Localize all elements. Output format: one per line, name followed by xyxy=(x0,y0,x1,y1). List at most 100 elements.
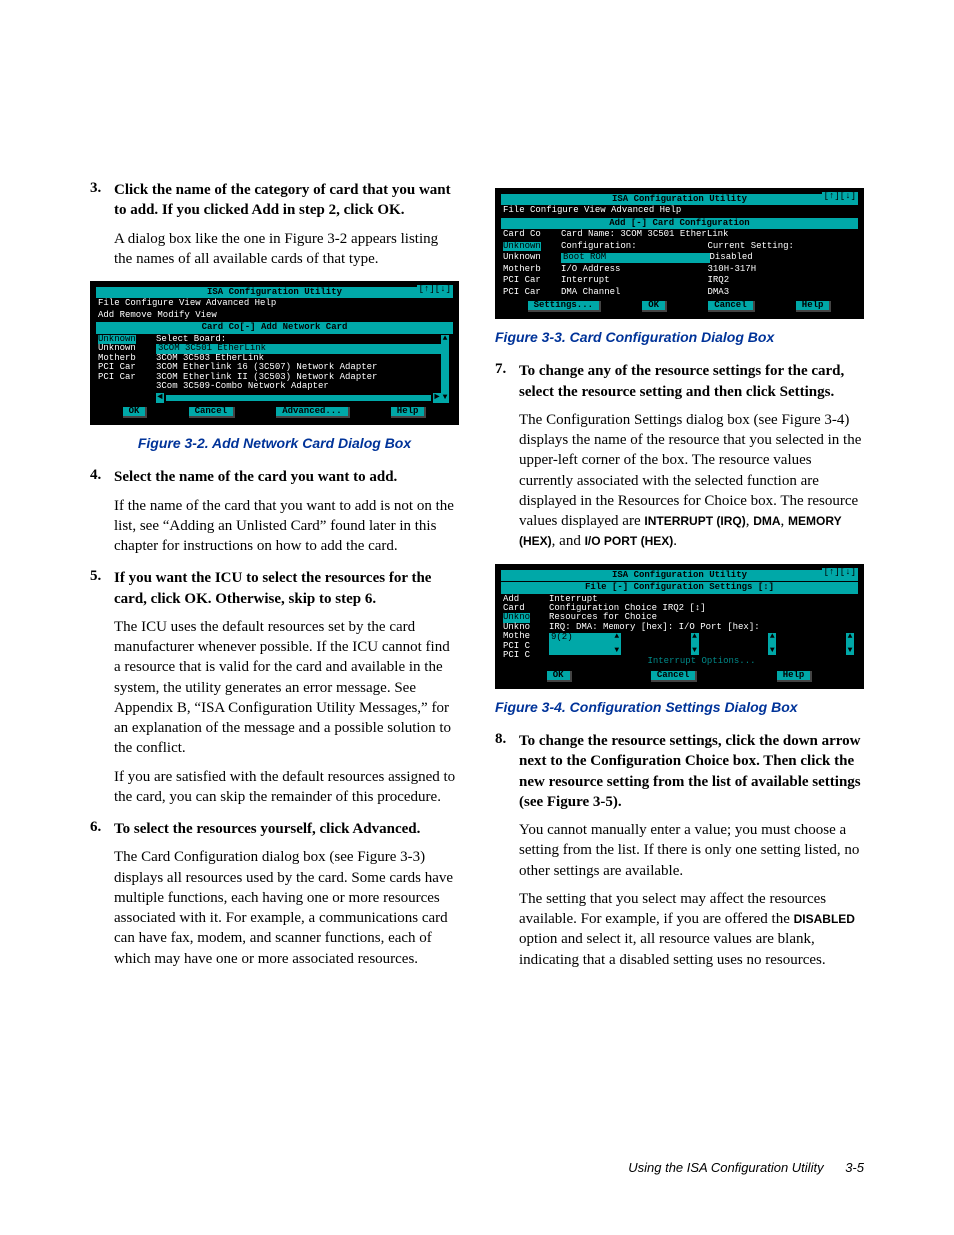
step-para: The Card Configuration dialog box (see F… xyxy=(114,847,459,969)
dos-dialog-title: File [-] Configuration Settings [↕] xyxy=(501,582,858,593)
settings-button[interactable]: Settings... xyxy=(528,301,601,312)
irq-value[interactable]: 9(2) xyxy=(549,633,613,655)
setting-value: 310H-317H xyxy=(708,265,855,274)
ok-button[interactable]: OK xyxy=(123,407,148,418)
config-item[interactable]: I/O Address xyxy=(561,265,708,274)
para-text: The Configuration Settings dialog box (s… xyxy=(519,412,861,529)
advanced-button[interactable]: Advanced... xyxy=(276,407,349,418)
dos-menubar: File Configure View Advanced Help xyxy=(96,298,453,309)
col-header: Configuration: xyxy=(561,242,708,251)
window-controls: [↑][↓] xyxy=(822,568,858,577)
figure-3-4-caption: Figure 3-4. Configuration Settings Dialo… xyxy=(495,699,864,715)
step-para: The Configuration Settings dialog box (s… xyxy=(519,410,864,552)
step-para: A dialog box like the one in Figure 3-2 … xyxy=(114,229,459,270)
sidebar-item: Motherb xyxy=(501,264,557,275)
step-number: 6. xyxy=(90,819,114,969)
figure-3-3-screenshot: [↑][↓] ISA Configuration Utility File Co… xyxy=(495,188,864,319)
window-controls: [↑][↓] xyxy=(417,285,453,294)
v-scrollbar[interactable]: ▲▼ xyxy=(441,335,449,403)
h-scrollbar[interactable]: ◄► xyxy=(156,393,441,402)
page: 3. Click the name of the category of car… xyxy=(0,0,954,1235)
step-bold: To change the resource settings, click t… xyxy=(519,733,861,810)
list-item[interactable]: 3Com 3C509-Combo Network Adapter xyxy=(156,382,441,391)
option-name: DISABLED xyxy=(794,912,855,926)
config-item[interactable]: Boot ROM xyxy=(561,253,710,262)
figure-3-2-caption: Figure 3-2. Add Network Card Dialog Box xyxy=(90,435,459,451)
interrupt-options-button[interactable]: Interrupt Options... xyxy=(549,657,854,666)
dos-buttons: OK Cancel Help xyxy=(501,668,858,683)
field-headers: IRQ: DMA: Memory [hex]: I/O Port [hex]: xyxy=(549,623,854,632)
resource-name: INTERRUPT (IRQ) xyxy=(644,514,745,528)
step-number: 8. xyxy=(495,731,519,970)
dos-body: Add Card Unkno Unkno Mothe PCI C PCI C I… xyxy=(501,594,858,668)
footer-text: Using the ISA Configuration Utility xyxy=(628,1160,823,1175)
figure-3-3-caption: Figure 3-3. Card Configuration Dialog Bo… xyxy=(495,329,864,345)
sidebar-item: PCI C xyxy=(503,651,543,660)
two-column-layout: 3. Click the name of the category of car… xyxy=(90,180,864,982)
resource-name: DMA xyxy=(753,514,780,528)
figure-3-4-screenshot: [↑][↓] ISA Configuration Utility File [-… xyxy=(495,564,864,690)
resource-lists: 9(2) ▲▼ ▲▼ ▲▼ ▲▼ xyxy=(549,633,854,655)
dos-list-panel: Select Board: 3COM 3C501 EtherLink 3COM … xyxy=(152,334,453,404)
step-bold: Select the name of the card you want to … xyxy=(114,469,397,485)
step-number: 7. xyxy=(495,361,519,551)
dos-sidebar: Unknown Unknown Motherb PCI Car PCI Car xyxy=(96,334,152,404)
window-controls: [↑][↓] xyxy=(822,192,858,201)
step-7: 7. To change any of the resource setting… xyxy=(495,361,864,551)
config-item[interactable]: Interrupt xyxy=(561,276,708,285)
config-item[interactable]: DMA Channel xyxy=(561,288,708,297)
v-scrollbar[interactable]: ▲▼ xyxy=(613,633,621,655)
sidebar-item: Unknown xyxy=(503,242,541,251)
step-bold: To change any of the resource settings f… xyxy=(519,363,844,399)
step-para: The ICU uses the default resources set b… xyxy=(114,617,459,759)
dos-buttons: Settings... OK Cancel Help xyxy=(501,298,858,313)
step-number: 3. xyxy=(90,180,114,269)
ok-button[interactable]: OK xyxy=(642,301,667,312)
v-scrollbar[interactable]: ▲▼ xyxy=(691,633,699,655)
step-body: Select the name of the card you want to … xyxy=(114,467,459,556)
dos-dialog-title: Add [-] Card Configuration xyxy=(501,218,858,229)
step-body: To change the resource settings, click t… xyxy=(519,731,864,970)
help-button[interactable]: Help xyxy=(777,671,813,682)
help-button[interactable]: Help xyxy=(391,407,427,418)
dos-titlebar: ISA Configuration Utility xyxy=(501,194,858,205)
step-para: If the name of the card that you want to… xyxy=(114,496,459,557)
para-text: option and select it, all resource value… xyxy=(519,931,826,967)
step-body: Click the name of the category of card t… xyxy=(114,180,459,269)
resource-name: I/O PORT (HEX) xyxy=(585,534,674,548)
step-body: To change any of the resource settings f… xyxy=(519,361,864,551)
page-footer: Using the ISA Configuration Utility 3-5 xyxy=(628,1160,864,1175)
dos-body: Card CoCard Name: 3COM 3C501 EtherLink U… xyxy=(501,229,858,298)
ok-button[interactable]: OK xyxy=(547,671,572,682)
step-para: If you are satisfied with the default re… xyxy=(114,767,459,808)
v-scrollbar[interactable]: ▲▼ xyxy=(846,633,854,655)
cancel-button[interactable]: Cancel xyxy=(651,671,697,682)
sidebar-item: PCI Car xyxy=(501,275,557,286)
step-number: 4. xyxy=(90,467,114,556)
dos-sidebar: Add Card Unkno Unkno Mothe PCI C PCI C xyxy=(501,594,545,668)
setting-value: DMA3 xyxy=(708,288,855,297)
step-4: 4. Select the name of the card you want … xyxy=(90,467,459,556)
step-number: 5. xyxy=(90,568,114,807)
page-number: 3-5 xyxy=(845,1160,864,1175)
help-button[interactable]: Help xyxy=(796,301,832,312)
cancel-button[interactable]: Cancel xyxy=(189,407,235,418)
step-6: 6. To select the resources yourself, cli… xyxy=(90,819,459,969)
v-scrollbar[interactable]: ▲▼ xyxy=(768,633,776,655)
dos-titlebar: ISA Configuration Utility xyxy=(501,570,858,581)
cancel-button[interactable]: Cancel xyxy=(708,301,754,312)
step-body: If you want the ICU to select the resour… xyxy=(114,568,459,807)
para-text: The setting that you select may affect t… xyxy=(519,891,826,927)
figure-3-2-screenshot: [↑][↓] ISA Configuration Utility File Co… xyxy=(90,281,459,425)
sidebar-item: Card Co xyxy=(501,229,557,240)
step-body: To select the resources yourself, click … xyxy=(114,819,459,969)
step-3: 3. Click the name of the category of car… xyxy=(90,180,459,269)
sidebar-item: Unknown xyxy=(501,252,557,263)
dos-body: Unknown Unknown Motherb PCI Car PCI Car … xyxy=(96,334,453,404)
setting-value: IRQ2 xyxy=(708,276,855,285)
sidebar-item: PCI Car xyxy=(98,373,150,382)
step-bold: Click the name of the category of card t… xyxy=(114,182,451,218)
sidebar-item: PCI Car xyxy=(501,287,557,298)
right-column: [↑][↓] ISA Configuration Utility File Co… xyxy=(495,180,864,982)
step-8: 8. To change the resource settings, clic… xyxy=(495,731,864,970)
